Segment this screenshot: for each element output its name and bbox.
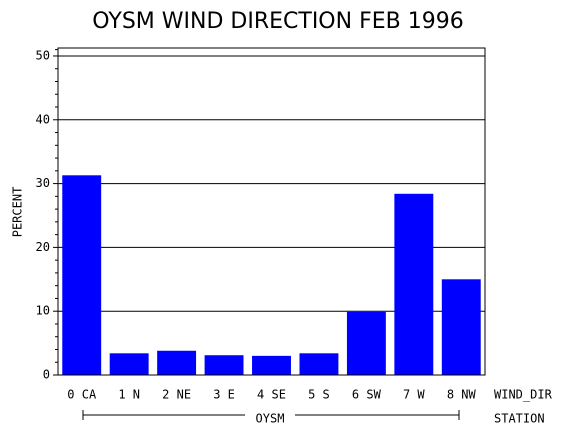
- x-tick-label: 8 NW: [447, 388, 477, 402]
- bar: [394, 193, 434, 375]
- y-tick-label: 40: [36, 112, 50, 126]
- bar: [157, 350, 197, 375]
- x-tick-label: 3 E: [213, 388, 235, 402]
- group-bracket: [82, 410, 460, 420]
- group-axis-label: STATION: [494, 412, 545, 426]
- x-tick-label: 2 NE: [162, 388, 191, 402]
- y-tick-label: 20: [36, 240, 50, 254]
- x-tick-label: 6 SW: [352, 388, 382, 402]
- chart-title: OYSM WIND DIRECTION FEB 1996: [92, 9, 463, 34]
- x-tick-label: 5 S: [308, 388, 330, 402]
- x-tick-label: 1 N: [118, 388, 140, 402]
- bar: [109, 353, 149, 375]
- x-tick-label: 7 W: [403, 388, 425, 402]
- bar: [441, 279, 481, 375]
- bar: [62, 175, 102, 375]
- x-tick-label: 4 SE: [257, 388, 286, 402]
- y-axis-label: PERCENT: [11, 187, 25, 238]
- y-tick-label: 0: [43, 368, 50, 382]
- bar: [204, 355, 244, 375]
- y-tick-label: 30: [36, 176, 50, 190]
- y-tick-label: 50: [36, 48, 50, 62]
- bar: [346, 311, 386, 375]
- x-tick-label: 0 CA: [67, 388, 97, 402]
- group-label: OYSM: [256, 412, 285, 426]
- x-axis-label: WIND_DIR: [494, 388, 553, 402]
- bar: [299, 353, 339, 375]
- y-tick-label: 10: [36, 304, 50, 318]
- bar: [252, 355, 291, 375]
- plot-frame: [57, 47, 486, 376]
